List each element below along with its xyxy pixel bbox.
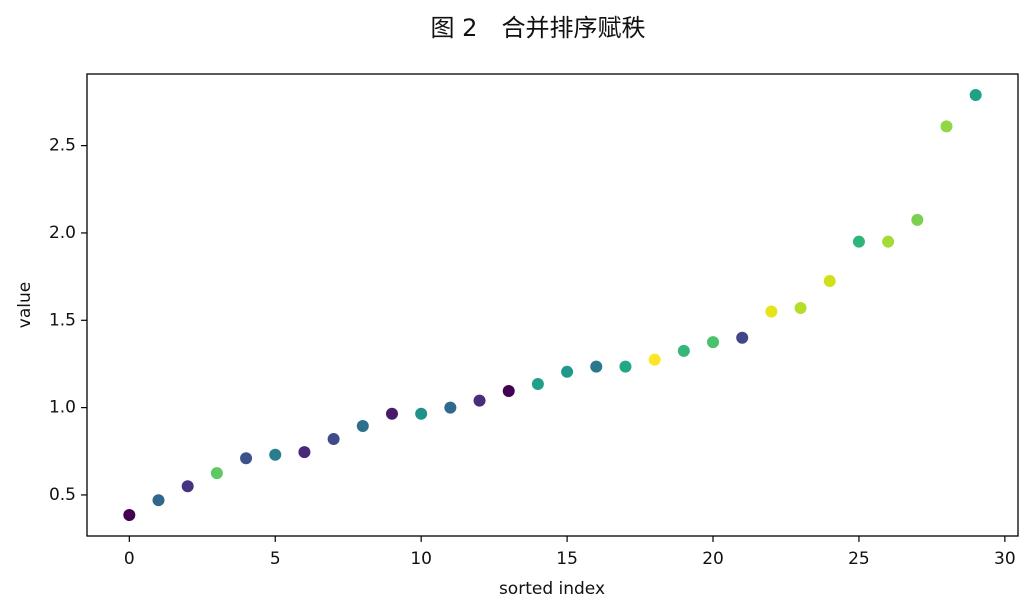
x-tick-label: 0 <box>124 549 135 569</box>
x-tick-label: 15 <box>556 549 578 569</box>
y-tick-label: 0.5 <box>49 485 76 505</box>
y-tick-label: 2.5 <box>49 136 76 156</box>
y-tick-label: 1.0 <box>49 398 76 418</box>
y-tick-label: 1.5 <box>49 310 76 330</box>
y-axis-label: value <box>15 282 35 328</box>
point <box>181 480 194 493</box>
x-tick-label: 20 <box>702 549 724 569</box>
point <box>444 401 457 414</box>
point <box>707 336 720 349</box>
point <box>940 120 953 133</box>
point <box>473 394 486 407</box>
point <box>619 360 632 373</box>
point <box>298 446 311 459</box>
point <box>590 360 603 373</box>
x-tick-label: 10 <box>410 549 432 569</box>
point <box>911 213 924 226</box>
point <box>823 274 836 287</box>
point <box>210 467 223 480</box>
point <box>356 419 369 432</box>
point <box>882 235 895 248</box>
point <box>502 385 515 398</box>
point <box>269 448 282 461</box>
x-tick-label: 30 <box>994 549 1016 569</box>
x-axis-label: sorted index <box>499 579 605 599</box>
point <box>327 433 340 446</box>
point <box>677 344 690 357</box>
x-tick-label: 5 <box>270 549 281 569</box>
point <box>240 452 253 465</box>
point <box>561 365 574 378</box>
chart-title: 图 2 合并排序赋秩 <box>431 14 646 42</box>
point <box>852 235 865 248</box>
point <box>648 353 661 366</box>
point <box>969 88 982 101</box>
point <box>794 302 807 315</box>
x-tick-label: 25 <box>848 549 870 569</box>
point <box>123 509 136 522</box>
y-tick-label: 2.0 <box>49 223 76 243</box>
point <box>736 331 749 344</box>
point <box>385 407 398 420</box>
point <box>152 494 165 507</box>
point <box>415 407 428 420</box>
point <box>531 378 544 391</box>
plot-frame <box>86 73 1019 537</box>
point <box>765 305 778 318</box>
